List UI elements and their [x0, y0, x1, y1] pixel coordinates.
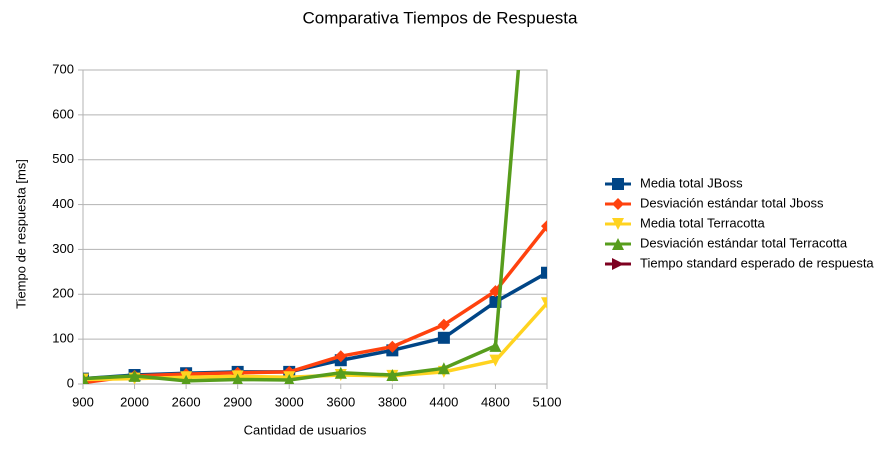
y-tick-label: 300 — [52, 241, 74, 256]
marker — [437, 318, 450, 331]
chart-title: Comparativa Tiempos de Respuesta — [303, 8, 579, 27]
y-tick-label: 100 — [52, 331, 74, 346]
marker — [128, 369, 141, 382]
marker — [334, 366, 347, 379]
x-tick-label: 900 — [72, 394, 94, 409]
marker — [612, 258, 624, 270]
legend-label: Desviación estándar total Jboss — [640, 195, 824, 210]
marker — [612, 238, 624, 250]
marker — [541, 220, 547, 233]
marker — [83, 372, 89, 384]
y-tick-label: 0 — [67, 375, 74, 390]
marker — [386, 369, 399, 382]
marker — [489, 354, 502, 367]
marker — [541, 297, 547, 310]
legend-label: Tiempo standard esperado de respuesta — [640, 255, 874, 270]
x-tick-label: 3000 — [275, 394, 304, 409]
marker — [541, 266, 547, 279]
y-axis-label: Tiempo de respuesta [ms] — [13, 159, 28, 309]
marker — [489, 339, 502, 352]
x-tick-label: 4400 — [429, 394, 458, 409]
x-tick-label: 3600 — [326, 394, 355, 409]
x-tick-label: 2000 — [120, 394, 149, 409]
marker — [612, 178, 624, 190]
series-line — [83, 225, 547, 384]
legend-label: Desviación estándar total Terracotta — [640, 235, 848, 250]
marker — [181, 374, 191, 384]
y-tick-label: 200 — [52, 286, 74, 301]
legend-label: Media total JBoss — [640, 175, 743, 190]
marker — [437, 331, 450, 344]
x-axis-label: Cantidad de usuarios — [244, 422, 367, 437]
marker — [334, 350, 347, 363]
marker — [386, 340, 399, 353]
y-tick-label: 400 — [52, 196, 74, 211]
y-tick-label: 700 — [52, 61, 74, 76]
x-tick-label: 2900 — [223, 394, 252, 409]
legend-label: Media total Terracotta — [640, 215, 766, 230]
y-tick-label: 600 — [52, 106, 74, 121]
x-tick-label: 5100 — [533, 394, 562, 409]
plot-area — [83, 70, 547, 384]
marker — [232, 373, 243, 384]
x-tick-label: 3800 — [378, 394, 407, 409]
marker — [284, 373, 295, 384]
series-line — [83, 70, 521, 383]
y-tick-label: 500 — [52, 151, 74, 166]
marker — [612, 198, 624, 210]
marker — [612, 218, 624, 230]
plot-frame — [82, 69, 548, 385]
marker — [437, 362, 450, 375]
x-tick-label: 4800 — [481, 394, 510, 409]
x-tick-label: 2600 — [172, 394, 201, 409]
